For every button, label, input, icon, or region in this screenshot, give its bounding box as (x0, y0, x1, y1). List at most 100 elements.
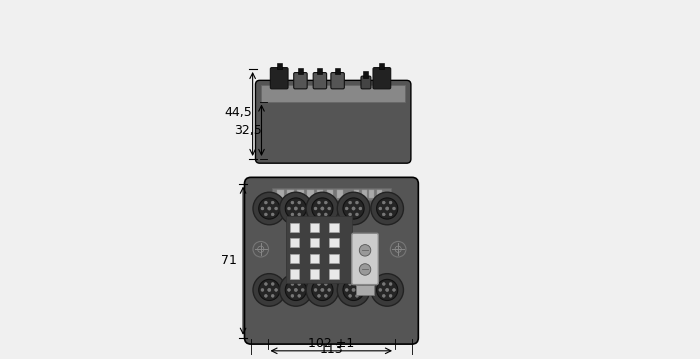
Circle shape (271, 283, 274, 285)
Circle shape (371, 274, 403, 306)
Bar (330, 238, 339, 247)
Circle shape (337, 192, 370, 225)
Circle shape (349, 283, 351, 285)
FancyBboxPatch shape (244, 177, 419, 344)
Circle shape (279, 192, 312, 225)
Circle shape (294, 288, 298, 292)
Bar (287, 190, 294, 199)
Circle shape (377, 279, 398, 300)
Circle shape (301, 289, 304, 292)
Circle shape (324, 283, 328, 285)
Circle shape (349, 294, 351, 297)
Bar (307, 190, 314, 199)
Circle shape (271, 213, 274, 216)
Circle shape (379, 207, 382, 210)
Bar (277, 190, 284, 199)
Text: 102 ±1: 102 ±1 (308, 337, 354, 350)
Circle shape (321, 288, 324, 292)
Circle shape (298, 283, 301, 285)
Circle shape (393, 289, 395, 292)
Circle shape (274, 207, 278, 210)
FancyBboxPatch shape (294, 73, 307, 89)
Bar (309, 254, 318, 263)
FancyBboxPatch shape (256, 80, 411, 163)
Bar (335, 67, 340, 74)
Circle shape (271, 201, 274, 204)
Circle shape (359, 244, 371, 256)
Circle shape (349, 213, 351, 216)
Circle shape (261, 207, 264, 210)
Circle shape (267, 207, 271, 210)
Circle shape (298, 294, 301, 297)
FancyBboxPatch shape (373, 67, 391, 89)
Circle shape (253, 274, 286, 306)
Circle shape (324, 213, 328, 216)
Circle shape (352, 288, 355, 292)
Circle shape (312, 279, 333, 300)
Circle shape (318, 201, 321, 204)
Bar (327, 190, 333, 199)
Bar (272, 188, 391, 200)
Bar (309, 269, 318, 279)
Bar (330, 269, 339, 279)
Bar (290, 223, 299, 232)
Circle shape (265, 213, 267, 216)
Circle shape (291, 294, 294, 297)
Bar (337, 190, 343, 199)
Circle shape (265, 294, 267, 297)
Bar (354, 190, 359, 199)
Circle shape (288, 289, 290, 292)
Circle shape (377, 198, 398, 219)
Circle shape (359, 289, 362, 292)
Circle shape (321, 207, 324, 210)
Circle shape (345, 207, 348, 210)
Bar (330, 223, 339, 232)
Circle shape (343, 198, 364, 219)
Circle shape (356, 294, 358, 297)
Circle shape (328, 289, 330, 292)
Circle shape (288, 207, 290, 210)
Bar (379, 62, 384, 69)
Circle shape (291, 283, 294, 285)
Circle shape (271, 294, 274, 297)
Circle shape (324, 201, 328, 204)
Bar (330, 254, 339, 263)
Circle shape (379, 289, 382, 292)
Bar (377, 190, 382, 199)
FancyBboxPatch shape (352, 233, 378, 285)
Circle shape (253, 242, 269, 257)
Circle shape (267, 288, 271, 292)
Circle shape (389, 213, 392, 216)
Circle shape (314, 207, 317, 210)
Circle shape (259, 198, 280, 219)
Bar (370, 190, 374, 199)
Circle shape (312, 198, 333, 219)
Circle shape (285, 198, 307, 219)
Bar (309, 223, 318, 232)
Circle shape (386, 288, 389, 292)
Bar (298, 67, 303, 74)
Bar (317, 67, 323, 74)
Circle shape (356, 213, 358, 216)
Circle shape (314, 289, 317, 292)
Circle shape (371, 192, 403, 225)
Circle shape (389, 201, 392, 204)
Circle shape (389, 294, 392, 297)
Circle shape (356, 201, 358, 204)
FancyBboxPatch shape (361, 76, 371, 89)
Circle shape (349, 201, 351, 204)
Circle shape (359, 264, 371, 275)
Bar (276, 62, 281, 69)
Circle shape (356, 283, 358, 285)
Circle shape (253, 192, 286, 225)
FancyBboxPatch shape (331, 73, 344, 89)
Circle shape (389, 283, 392, 285)
Circle shape (294, 207, 298, 210)
Circle shape (318, 283, 321, 285)
Circle shape (261, 289, 264, 292)
Circle shape (291, 201, 294, 204)
Circle shape (306, 274, 339, 306)
Text: 71: 71 (221, 254, 237, 267)
Circle shape (285, 279, 307, 300)
Circle shape (265, 283, 267, 285)
